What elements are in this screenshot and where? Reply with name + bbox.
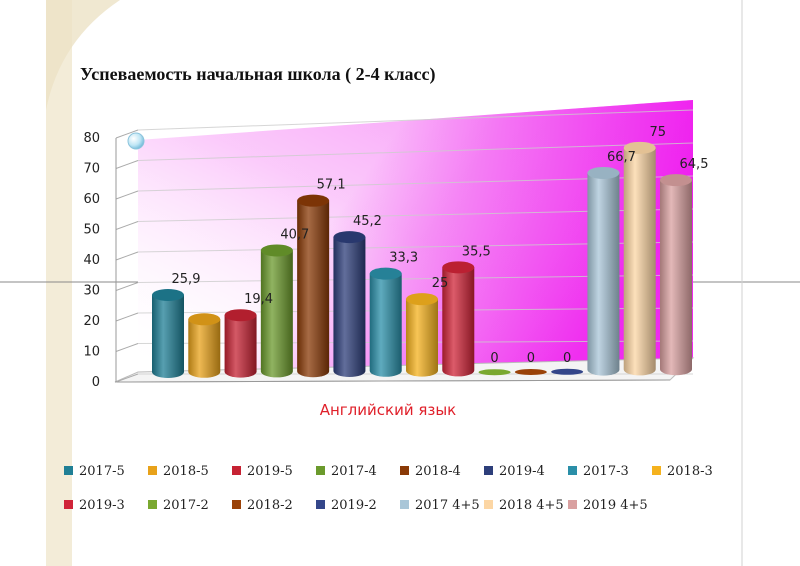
data-label: 75 [649, 125, 666, 140]
data-label: 45,2 [353, 214, 382, 229]
gridline-10 [115, 343, 139, 352]
legend-item: 2019-4 [484, 464, 545, 479]
bar-2017-5 [152, 289, 184, 378]
data-label: 0 [563, 351, 571, 366]
data-label: 57,1 [317, 178, 346, 193]
bar-2018-2 [514, 369, 547, 375]
legend-item: 2018-2 [232, 498, 293, 513]
svg-text:2017 4+5: 2017 4+5 [415, 498, 480, 513]
chart-title: Успеваемость начальная школа ( 2-4 класс… [80, 64, 436, 85]
bar-2017-4-5 [587, 166, 620, 376]
legend-item: 2017-2 [148, 498, 209, 513]
gridline-0 [115, 373, 139, 383]
legend-item: 2019-5 [232, 464, 293, 479]
gridline-50 [115, 221, 139, 230]
svg-text:2017-3: 2017-3 [583, 464, 629, 479]
bar-2018-4 [297, 194, 330, 378]
bar-2018-4-5 [623, 141, 656, 376]
svg-text:2017-5: 2017-5 [79, 464, 125, 479]
bar-2019-5 [224, 309, 257, 378]
bar-2019-4-5 [660, 174, 692, 376]
corner-ornament [46, 0, 120, 110]
bar-2017-2 [478, 369, 511, 376]
y-tick-label: 80 [83, 131, 100, 146]
legend-item: 2017 4+5 [400, 498, 480, 513]
y-tick-label: 10 [83, 345, 100, 360]
legend-item: 2018-3 [652, 464, 713, 479]
data-label: 33,3 [389, 251, 418, 266]
gridline-wall-80 [137, 109, 694, 131]
legend-item: 2019 4+5 [568, 498, 648, 513]
gridline-wall-70 [137, 142, 694, 161]
svg-text:2017-2: 2017-2 [163, 498, 209, 513]
bar-2019-3 [442, 261, 475, 377]
bars [152, 141, 692, 378]
legend-item: 2017-4 [316, 464, 377, 479]
legend-item: 2017-5 [64, 464, 125, 479]
legend: 2017-5 2018-5 2019-5 2017-4 2018-4 2019-4 2017… [64, 464, 713, 513]
data-label: 40,7 [280, 227, 309, 242]
gridline-30 [115, 282, 139, 291]
legend-item: 2019-3 [64, 498, 125, 513]
bar-2017-3 [369, 267, 402, 377]
data-label: 66,7 [607, 150, 636, 165]
svg-text:2018 4+5: 2018 4+5 [499, 498, 564, 513]
bar-2019-4 [333, 231, 366, 377]
bar-2018-3 [406, 293, 438, 377]
data-label: 0 [490, 351, 498, 366]
gridline-20 [115, 312, 139, 322]
gridline-80 [115, 129, 139, 139]
data-label: 25 [432, 276, 449, 291]
data-label: 25,9 [172, 272, 201, 287]
bar-2017-4 [260, 244, 293, 378]
y-tick-label: 60 [83, 192, 100, 207]
data-labels: 25,9 19,4 40,7 57,1 45,2 33,3 25 35,5 0 0 0 66,7 75 6… [172, 125, 709, 366]
data-label: 64,5 [680, 157, 709, 172]
svg-text:2018-3: 2018-3 [667, 464, 713, 479]
svg-text:2017-4: 2017-4 [331, 464, 377, 479]
gridline-60 [115, 190, 139, 200]
bar-2018-5 [188, 313, 221, 378]
svg-text:2018-5: 2018-5 [163, 464, 209, 479]
y-tick-label: 40 [83, 253, 100, 268]
y-tick-label: 20 [83, 314, 100, 329]
legend-item: 2018-4 [400, 464, 461, 479]
gridline-40 [115, 251, 139, 261]
data-label: 35,5 [462, 244, 491, 259]
y-tick-label: 50 [83, 223, 100, 238]
svg-text:2019-3: 2019-3 [79, 498, 125, 513]
y-tick-label: 70 [83, 162, 100, 177]
svg-text:2019-5: 2019-5 [247, 464, 293, 479]
bar-2019-2 [551, 368, 584, 375]
bubble-ornament [127, 132, 145, 150]
data-label: 0 [527, 351, 535, 366]
svg-text:2018-2: 2018-2 [247, 498, 293, 513]
y-tick-label: 30 [83, 284, 100, 299]
legend-item: 2018 4+5 [484, 498, 564, 513]
svg-text:2019 4+5: 2019 4+5 [583, 498, 648, 513]
svg-text:2019-4: 2019-4 [499, 464, 545, 479]
data-label: 19,4 [244, 292, 273, 307]
y-axis: 0 10 20 30 40 50 60 70 80 [83, 131, 117, 390]
legend-item: 2017-3 [568, 464, 629, 479]
legend-item: 2018-5 [148, 464, 209, 479]
svg-text:2019-2: 2019-2 [331, 498, 377, 513]
x-axis-label: Английский язык [320, 401, 457, 419]
legend-item: 2019-2 [316, 498, 377, 513]
y-tick-label: 0 [92, 375, 100, 390]
svg-text:2018-4: 2018-4 [415, 464, 461, 479]
gridline-70 [115, 160, 139, 169]
